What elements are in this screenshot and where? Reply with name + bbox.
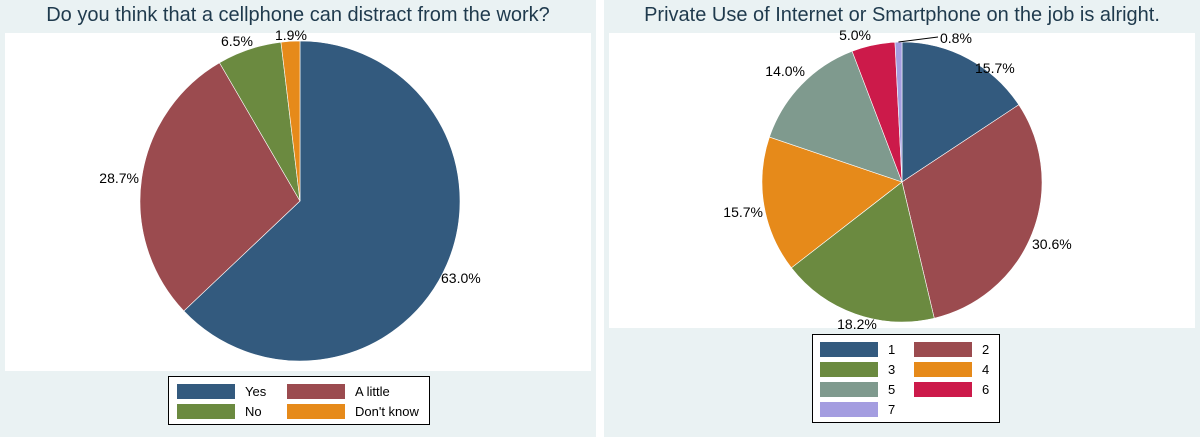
slice-label: 0.8% [940,30,972,46]
pie-chart-distraction: 63.0% 28.7% 6.5% 1.9% [99,27,481,362]
legend-label: 2 [982,342,990,357]
legend-label: 6 [982,382,990,397]
slice-label: 63.0% [441,270,481,286]
chart-panel-distraction: Do you think that a cellphone can distra… [0,0,596,437]
legend-swatch [287,404,345,419]
legend-swatch [820,342,878,357]
leader-line [898,36,939,43]
legend-label: 5 [888,382,896,397]
slice-label: 6.5% [221,33,253,49]
legend-label: 7 [888,402,896,417]
pie-slice-a-little [139,62,301,312]
chart-title: Private Use of Internet or Smartphone on… [644,4,1160,26]
legend-swatch [914,362,972,377]
chart-title: Do you think that a cellphone can distra… [46,4,550,26]
legend-label: A little [355,384,390,399]
legend-swatch [820,402,878,417]
plot-area: 15.7% 30.6% 18.2% 15.7% 14.0% 5.0% 0.8% [609,27,1195,332]
pie-slice-1 [901,41,1020,183]
pie-chart-private-use: 15.7% 30.6% 18.2% 15.7% 14.0% 5.0% 0.8% [723,27,1072,332]
pie-slice-don-t-know [280,40,301,202]
legend-label: 1 [888,342,896,357]
legend-swatch [177,384,235,399]
pie-slice-3 [790,181,935,323]
legend: 1 2 3 4 5 6 7 [812,334,1000,423]
legend-label: Don't know [355,404,419,419]
legend-swatch [177,404,235,419]
legend-label: 4 [982,362,990,377]
pie-slice-4 [761,136,903,269]
plot-area: 63.0% 28.7% 6.5% 1.9% [5,27,591,371]
legend-label: No [245,404,262,419]
slice-label: 15.7% [723,204,763,220]
slice-label: 14.0% [765,63,805,79]
legend-swatch [914,342,972,357]
legend-swatch [820,382,878,397]
pie-slice-2 [901,104,1043,319]
pie-slice-yes [183,40,461,362]
slice-label: 18.2% [837,316,877,332]
slice-label: 28.7% [99,170,139,186]
slice-label: 15.7% [975,60,1015,76]
legend-swatch [914,382,972,397]
legend-swatch [820,362,878,377]
slice-label: 1.9% [275,27,307,43]
legend-label: 3 [888,362,896,377]
legend-label: Yes [245,384,267,399]
legend-swatch [287,384,345,399]
slice-label: 5.0% [839,27,871,43]
pie-slice-5 [769,50,903,183]
legend: Yes A little No Don't know [168,376,430,425]
chart-panel-private-use: Private Use of Internet or Smartphone on… [604,0,1200,437]
slice-label: 30.6% [1032,236,1072,252]
